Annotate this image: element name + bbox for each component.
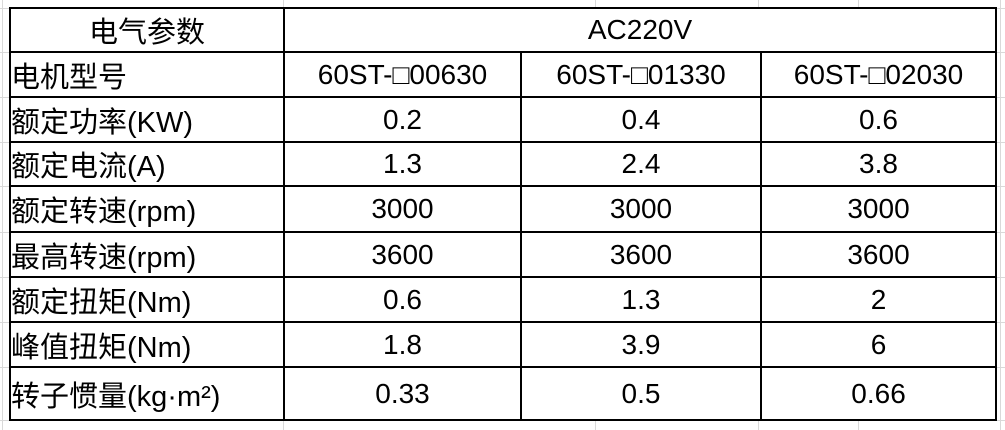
rated-speed-label-cell: 额定转速(rpm) bbox=[9, 185, 285, 233]
max-speed-value-cell: 3600 bbox=[520, 231, 762, 278]
peak-torque-label-cell: 峰值扭矩(Nm) bbox=[9, 321, 285, 368]
rated-power-value-cell: 0.6 bbox=[759, 96, 998, 143]
rated-torque-value-cell: 2 bbox=[759, 276, 998, 323]
rated-current-value-cell: 1.3 bbox=[283, 141, 522, 187]
table-row-rated-power: 额定功率(KW) 0.2 0.4 0.6 bbox=[9, 96, 998, 143]
rated-torque-label-cell: 额定扭矩(Nm) bbox=[9, 276, 285, 323]
max-speed-label-cell: 最高转速(rpm) bbox=[9, 231, 285, 278]
peak-torque-value-cell: 3.9 bbox=[520, 321, 762, 368]
peak-torque-value-cell: 1.8 bbox=[283, 321, 522, 368]
rotor-inertia-value-cell: 0.33 bbox=[283, 366, 522, 421]
motor-model-cell: 60ST-□00630 bbox=[283, 51, 522, 98]
rated-current-value-cell: 2.4 bbox=[520, 141, 762, 187]
table-row-electrical-params: 电气参数 AC220V bbox=[9, 7, 998, 53]
table-row-max-speed: 最高转速(rpm) 3600 3600 3600 bbox=[9, 231, 998, 278]
table-row-rated-torque: 额定扭矩(Nm) 0.6 1.3 2 bbox=[9, 276, 998, 323]
table-row-motor-model: 电机型号 60ST-□00630 60ST-□01330 60ST-□02030 bbox=[9, 51, 998, 98]
motor-spec-table: 电气参数 AC220V 电机型号 60ST-□00630 60ST-□01330… bbox=[9, 7, 998, 421]
voltage-header-cell: AC220V bbox=[282, 7, 998, 53]
peak-torque-value-cell: 6 bbox=[759, 321, 998, 368]
table-row-rated-speed: 额定转速(rpm) 3000 3000 3000 bbox=[9, 185, 998, 233]
motor-model-cell: 60ST-□02030 bbox=[759, 51, 998, 98]
rated-current-value-cell: 3.8 bbox=[759, 141, 998, 187]
motor-model-cell: 60ST-□01330 bbox=[520, 51, 762, 98]
table-row-rotor-inertia: 转子惯量(kg·m²) 0.33 0.5 0.66 bbox=[9, 366, 998, 421]
rotor-inertia-value-cell: 0.5 bbox=[520, 366, 762, 421]
rated-speed-value-cell: 3000 bbox=[283, 185, 522, 233]
rotor-inertia-label-cell: 转子惯量(kg·m²) bbox=[9, 366, 285, 421]
electrical-params-header-cell: 电气参数 bbox=[9, 7, 285, 53]
rated-power-label-cell: 额定功率(KW) bbox=[9, 96, 285, 143]
rated-current-label-cell: 额定电流(A) bbox=[9, 141, 285, 187]
gridline-vertical bbox=[2, 0, 3, 430]
max-speed-value-cell: 3600 bbox=[759, 231, 998, 278]
motor-model-label-cell: 电机型号 bbox=[9, 51, 285, 98]
rated-power-value-cell: 0.2 bbox=[283, 96, 522, 143]
table-row-peak-torque: 峰值扭矩(Nm) 1.8 3.9 6 bbox=[9, 321, 998, 368]
table-row-rated-current: 额定电流(A) 1.3 2.4 3.8 bbox=[9, 141, 998, 187]
rated-power-value-cell: 0.4 bbox=[520, 96, 762, 143]
max-speed-value-cell: 3600 bbox=[283, 231, 522, 278]
gridline-vertical bbox=[1000, 0, 1001, 430]
rated-torque-value-cell: 1.3 bbox=[520, 276, 762, 323]
rated-torque-value-cell: 0.6 bbox=[283, 276, 522, 323]
rotor-inertia-value-cell: 0.66 bbox=[759, 366, 998, 421]
rated-speed-value-cell: 3000 bbox=[759, 185, 998, 233]
rated-speed-value-cell: 3000 bbox=[520, 185, 762, 233]
